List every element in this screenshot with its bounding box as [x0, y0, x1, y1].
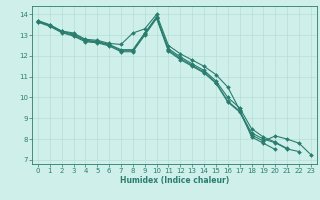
X-axis label: Humidex (Indice chaleur): Humidex (Indice chaleur) [120, 176, 229, 185]
